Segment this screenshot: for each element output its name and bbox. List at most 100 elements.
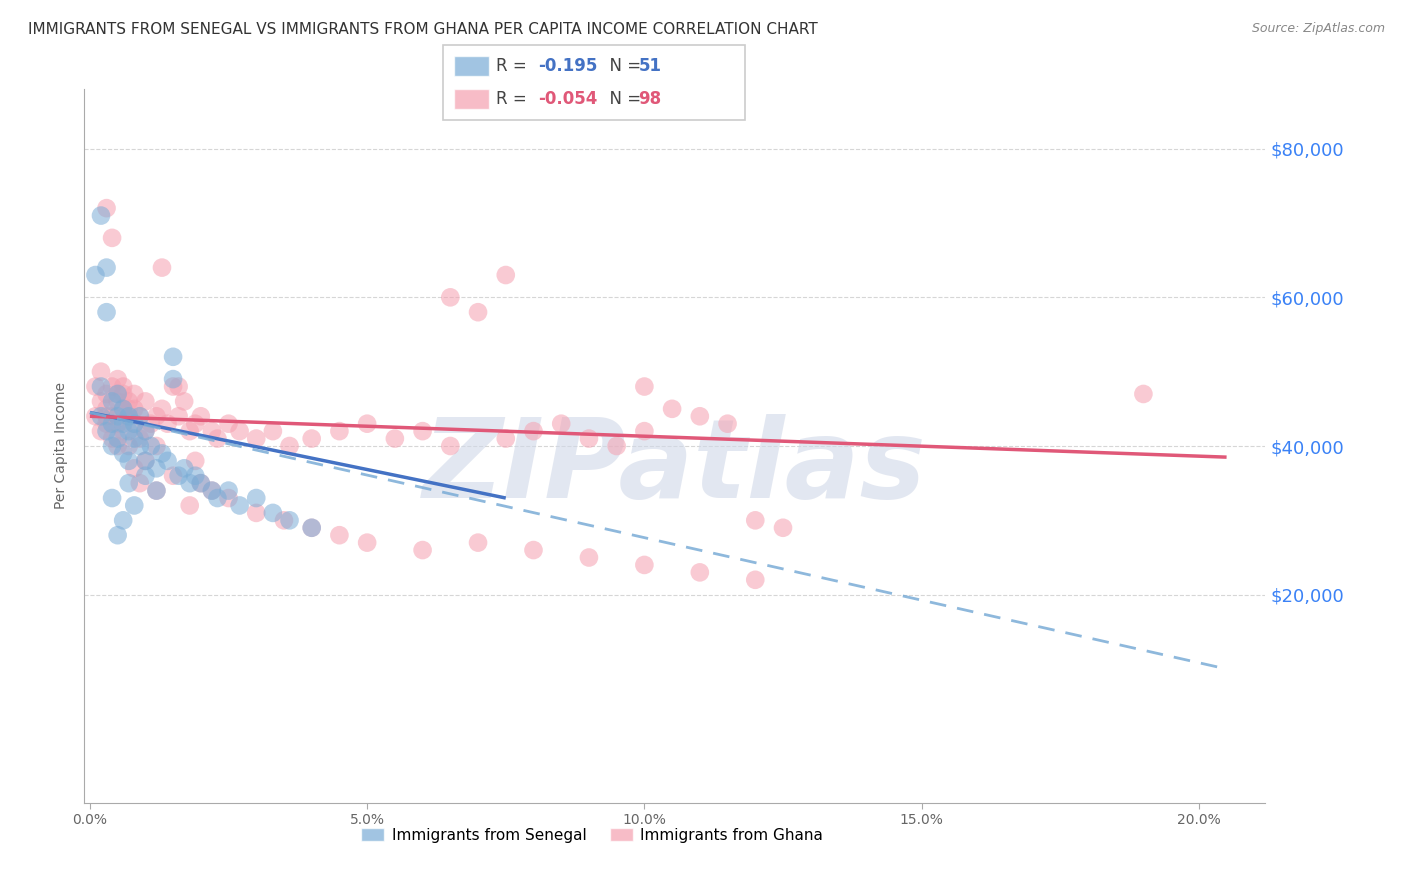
Point	[201, 424, 224, 438]
Point	[278, 439, 301, 453]
Point	[112, 379, 135, 393]
Point	[112, 446, 135, 460]
Point	[112, 401, 135, 416]
Point	[356, 417, 378, 431]
Point	[107, 409, 129, 424]
Point	[128, 409, 150, 424]
Point	[150, 401, 173, 416]
Point	[90, 379, 112, 393]
Point	[772, 521, 794, 535]
Point	[156, 417, 179, 431]
Point	[439, 439, 461, 453]
Point	[273, 513, 295, 527]
Point	[278, 513, 301, 527]
Point	[689, 409, 711, 424]
Point	[122, 432, 145, 446]
Point	[101, 231, 124, 245]
Point	[90, 394, 112, 409]
Point	[179, 499, 201, 513]
Point	[190, 476, 212, 491]
Point	[522, 424, 544, 438]
Point	[262, 424, 284, 438]
Point	[439, 290, 461, 304]
Point	[96, 409, 118, 424]
Point	[96, 260, 118, 275]
Point	[134, 394, 156, 409]
Point	[101, 491, 124, 505]
Point	[412, 543, 434, 558]
Point	[112, 424, 135, 438]
Point	[167, 409, 190, 424]
Point	[245, 432, 267, 446]
Point	[184, 454, 207, 468]
Point	[134, 468, 156, 483]
Point	[744, 573, 766, 587]
Point	[218, 483, 240, 498]
Point	[128, 476, 150, 491]
Point	[122, 417, 145, 431]
Point	[301, 521, 323, 535]
Point	[145, 483, 167, 498]
Point	[301, 521, 323, 535]
Point	[128, 432, 150, 446]
Point	[495, 432, 517, 446]
Text: N =: N =	[599, 90, 647, 108]
Point	[128, 409, 150, 424]
Point	[134, 424, 156, 438]
Point	[90, 424, 112, 438]
Point	[744, 513, 766, 527]
Point	[301, 432, 323, 446]
Point	[633, 558, 655, 572]
Point	[118, 476, 141, 491]
Point	[167, 379, 190, 393]
Point	[90, 365, 112, 379]
Point	[218, 417, 240, 431]
Text: R =: R =	[496, 57, 533, 75]
Point	[207, 432, 229, 446]
Point	[118, 394, 141, 409]
Text: Source: ZipAtlas.com: Source: ZipAtlas.com	[1251, 22, 1385, 36]
Point	[134, 424, 156, 438]
Point	[112, 387, 135, 401]
Point	[162, 468, 184, 483]
Point	[184, 468, 207, 483]
Point	[606, 439, 628, 453]
Point	[145, 461, 167, 475]
Point	[118, 409, 141, 424]
Point	[716, 417, 738, 431]
Text: -0.195: -0.195	[538, 57, 598, 75]
Point	[101, 439, 124, 453]
Point	[162, 350, 184, 364]
Point	[118, 439, 141, 453]
Point	[107, 417, 129, 431]
Point	[328, 424, 350, 438]
Point	[84, 268, 107, 282]
Point	[118, 454, 141, 468]
Point	[207, 491, 229, 505]
Point	[112, 513, 135, 527]
Point	[689, 566, 711, 580]
Point	[96, 417, 118, 431]
Point	[173, 461, 195, 475]
Point	[467, 305, 489, 319]
Point	[96, 401, 118, 416]
Point	[522, 543, 544, 558]
Text: 98: 98	[638, 90, 661, 108]
Point	[122, 387, 145, 401]
Point	[107, 372, 129, 386]
Point	[228, 424, 250, 438]
Point	[118, 409, 141, 424]
Y-axis label: Per Capita Income: Per Capita Income	[55, 383, 69, 509]
Point	[122, 417, 145, 431]
Point	[173, 394, 195, 409]
Point	[96, 201, 118, 215]
Point	[107, 439, 129, 453]
Point	[179, 424, 201, 438]
Point	[139, 417, 162, 431]
Text: N =: N =	[599, 57, 647, 75]
Point	[150, 260, 173, 275]
Point	[118, 401, 141, 416]
Point	[122, 401, 145, 416]
Point	[139, 439, 162, 453]
Point	[84, 379, 107, 393]
